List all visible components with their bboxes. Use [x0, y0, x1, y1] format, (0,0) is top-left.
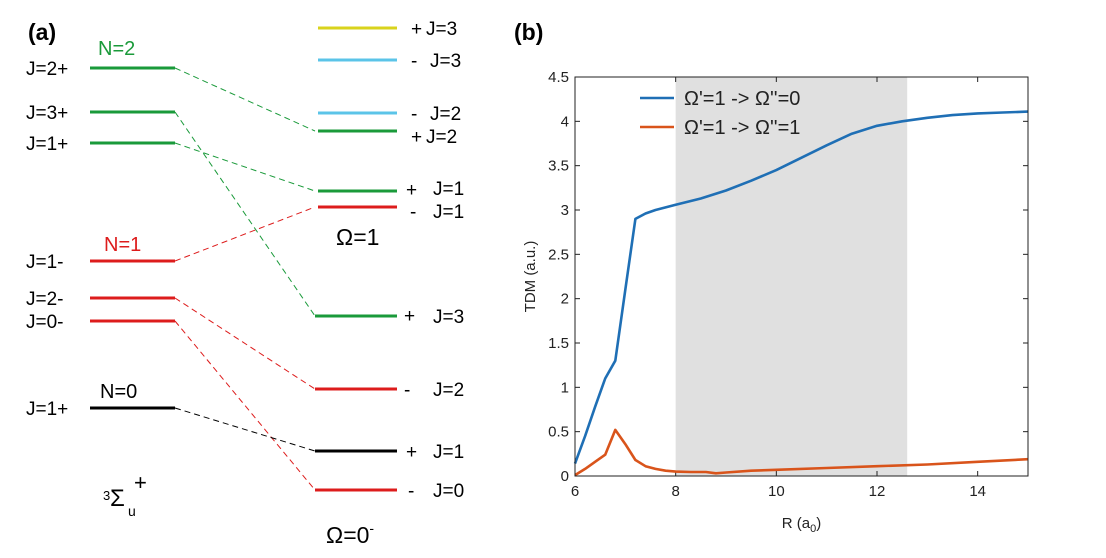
level-label-o0-j2m: J=2 — [433, 380, 464, 401]
y-tick-label-6: 3 — [561, 202, 569, 219]
x-axis-label-sub: 0 — [810, 523, 816, 535]
level-sign-o1-j3p: + — [411, 19, 422, 40]
y-tick-label-1: 0.5 — [548, 424, 569, 441]
level-sign-o1-j2p: + — [411, 127, 422, 148]
left-level-labels: J=2+ J=3+ J=1+ J=1- J=2- J=0- J=1+ — [26, 59, 68, 420]
omega0-text: Ω=0 — [326, 522, 369, 548]
connector-n1-j1 — [174, 206, 316, 262]
group-label-n0: N=0 — [100, 381, 137, 403]
connector-n1-j2 — [174, 297, 316, 390]
term-symbol-sigma: Σ — [110, 485, 125, 512]
level-label-n2-j3p: J=3+ — [26, 103, 68, 124]
right-level-labels: + J=3 - J=3 - J=2 + J=2 + J=1 - J=1 + J=… — [404, 19, 464, 502]
series-line-0 — [573, 110, 1029, 465]
y-tick-label-9: 4.5 — [548, 69, 569, 86]
level-sign-o0-j1p: + — [406, 442, 417, 463]
panel-b-label: (b) — [514, 19, 543, 45]
x-axis-label-text: R (a — [782, 515, 811, 532]
plot-frame — [574, 76, 1029, 477]
x-tick-label-12: 12 — [869, 483, 886, 500]
connector-n2-j3 — [174, 111, 316, 317]
connector-n1-j0 — [174, 320, 316, 491]
right-level-lines — [315, 26, 397, 492]
y-tick-label-0: 0 — [561, 468, 569, 485]
y-tick-label-5: 2.5 — [548, 246, 569, 263]
level-label-n0-j1p: J=1+ — [26, 399, 68, 420]
level-sign-o1-j1m: - — [410, 202, 416, 223]
panel-b: (b) 6 8 10 12 14 0 0.5 1 1.5 2 2.5 3 3.5 4 4.5 Ω'=1 ->… — [514, 19, 1029, 535]
term-symbol: 3 Σ u + — [103, 470, 147, 519]
omega0-sup: - — [369, 520, 374, 536]
level-sign-o1-j2m: - — [411, 104, 417, 125]
legend: Ω'=1 -> Ω''=0 Ω'=1 -> Ω''=1 — [640, 88, 800, 139]
y-tick-label-4: 2 — [561, 291, 569, 308]
term-symbol-sub: u — [128, 503, 136, 519]
level-sign-o1-j1p: + — [406, 180, 417, 201]
y-tick-label-8: 4 — [561, 113, 569, 130]
data-series — [573, 110, 1029, 477]
y-tick-label-7: 3.5 — [548, 158, 569, 175]
level-label-o0-j1p: J=1 — [433, 442, 464, 463]
level-label-o1-j1p: J=1 — [433, 179, 464, 200]
omega0-label: Ω=0- — [326, 520, 374, 548]
group-label-n1: N=1 — [104, 234, 141, 256]
y-tick-label-3: 1.5 — [548, 335, 569, 352]
panel-a: (a) J=2+ J=3+ J=1+ J=1- J=2- — [26, 19, 464, 548]
level-label-o1-j2p: J=2 — [426, 127, 457, 148]
x-tick-label-6: 6 — [571, 483, 579, 500]
shaded-region — [675, 77, 908, 476]
connector-n2-j2 — [174, 67, 316, 132]
omega1-label: Ω=1 — [336, 224, 379, 250]
axis-ticks: 6 8 10 12 14 0 0.5 1 1.5 2 2.5 3 3.5 4 4.5 — [548, 69, 1028, 500]
group-label-n2: N=2 — [98, 38, 135, 60]
level-label-n1-j2m: J=2- — [26, 289, 64, 310]
series-line-1 — [574, 428, 1029, 477]
level-sign-o0-j3p: + — [404, 306, 415, 327]
level-label-n2-j1p: J=1+ — [26, 134, 68, 155]
level-label-n1-j1m: J=1- — [26, 252, 64, 273]
level-label-o1-j1m: J=1 — [433, 202, 464, 223]
level-label-n2-j2p: J=2+ — [26, 59, 68, 80]
x-tick-label-10: 10 — [768, 483, 785, 500]
term-symbol-sup: + — [134, 470, 147, 495]
panel-a-label: (a) — [28, 19, 56, 45]
x-tick-label-8: 8 — [671, 483, 679, 500]
tdm-chart: 6 8 10 12 14 0 0.5 1 1.5 2 2.5 3 3.5 4 4.5 Ω'=1 -> Ω''… — [522, 69, 1029, 535]
level-sign-o0-j2m: - — [404, 380, 410, 401]
level-label-o0-j0m: J=0 — [433, 481, 464, 502]
legend-label-1: Ω'=1 -> Ω''=1 — [684, 117, 800, 139]
term-symbol-multiplicity: 3 — [103, 488, 110, 503]
y-axis-label: TDM (a.u.) — [522, 241, 539, 313]
level-sign-o0-j0m: - — [408, 481, 414, 502]
connector-n0-j1 — [174, 407, 316, 452]
x-tick-label-14: 14 — [969, 483, 986, 500]
level-label-o1-j3p: J=3 — [426, 19, 457, 40]
transition-connectors — [174, 67, 316, 491]
level-sign-o1-j3m: - — [411, 51, 417, 72]
x-axis-label: R (a0) — [782, 515, 821, 535]
level-label-o0-j3p: J=3 — [433, 307, 464, 328]
left-level-lines — [90, 66, 175, 410]
level-label-o1-j3m: J=3 — [430, 51, 461, 72]
level-label-o1-j2m: J=2 — [430, 104, 461, 125]
y-tick-label-2: 1 — [561, 379, 569, 396]
level-label-n1-j0m: J=0- — [26, 312, 64, 333]
legend-label-0: Ω'=1 -> Ω''=0 — [684, 88, 800, 110]
connector-n2-j1 — [174, 142, 316, 192]
x-axis-label-end: ) — [816, 515, 821, 532]
